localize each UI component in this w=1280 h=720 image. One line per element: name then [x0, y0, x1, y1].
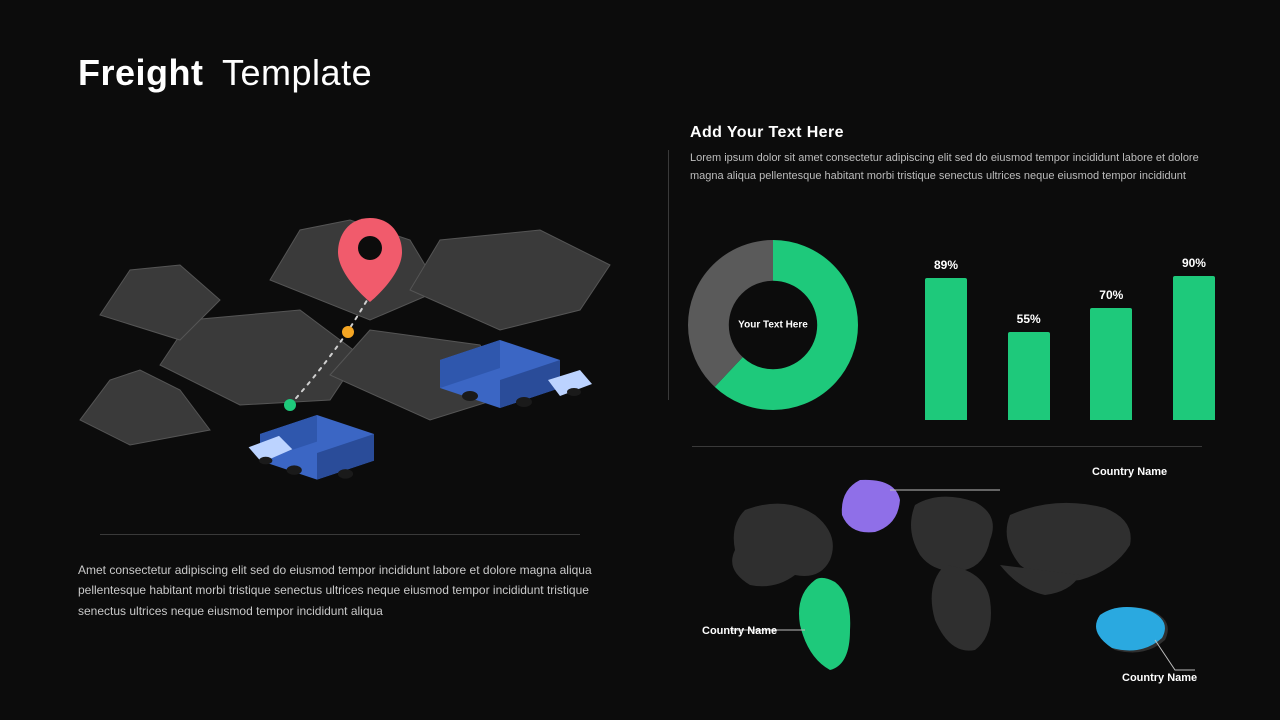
donut-center-label: Your Text Here — [738, 318, 808, 332]
region-purple — [842, 480, 900, 533]
pin-green-icon — [284, 399, 296, 411]
bar-column: 55% — [1003, 312, 1055, 420]
bar-rect — [925, 278, 967, 420]
bar-value-label: 89% — [934, 258, 958, 272]
world-map-small — [700, 470, 1200, 690]
slide-root: Freight Template — [0, 0, 1280, 720]
bar-value-label: 90% — [1182, 256, 1206, 270]
country-callout-label: Country Name — [1122, 672, 1197, 684]
bar-column: 90% — [1168, 256, 1220, 420]
title-light: Template — [222, 52, 372, 93]
bar-column: 70% — [1085, 288, 1137, 420]
title-bold: Freight — [78, 52, 204, 93]
region-green — [799, 578, 850, 670]
bar-value-label: 70% — [1099, 288, 1123, 302]
isometric-map-illustration — [70, 170, 630, 470]
bar-column: 89% — [920, 258, 972, 420]
bar-rect — [1008, 332, 1050, 420]
slide-title: Freight Template — [78, 52, 372, 94]
bar-value-label: 55% — [1017, 312, 1041, 326]
pin-orange-icon — [342, 326, 354, 338]
country-callout-label: Country Name — [702, 625, 777, 637]
vertical-divider — [668, 150, 669, 400]
bar-chart: 89% 55% 70% 90% — [920, 250, 1220, 420]
country-callout-label: Country Name — [1092, 466, 1167, 478]
right-body-text: Lorem ipsum dolor sit amet consectetur a… — [690, 150, 1210, 185]
donut-chart: Your Text Here — [688, 240, 858, 410]
left-body-text: Amet consectetur adipiscing elit sed do … — [78, 560, 618, 621]
right-heading: Add Your Text Here — [690, 124, 844, 142]
horizontal-rule — [100, 534, 580, 535]
truck-icon — [249, 415, 374, 480]
bar-rect — [1090, 308, 1132, 420]
bar-rect — [1173, 276, 1215, 420]
horizontal-rule — [692, 446, 1202, 447]
